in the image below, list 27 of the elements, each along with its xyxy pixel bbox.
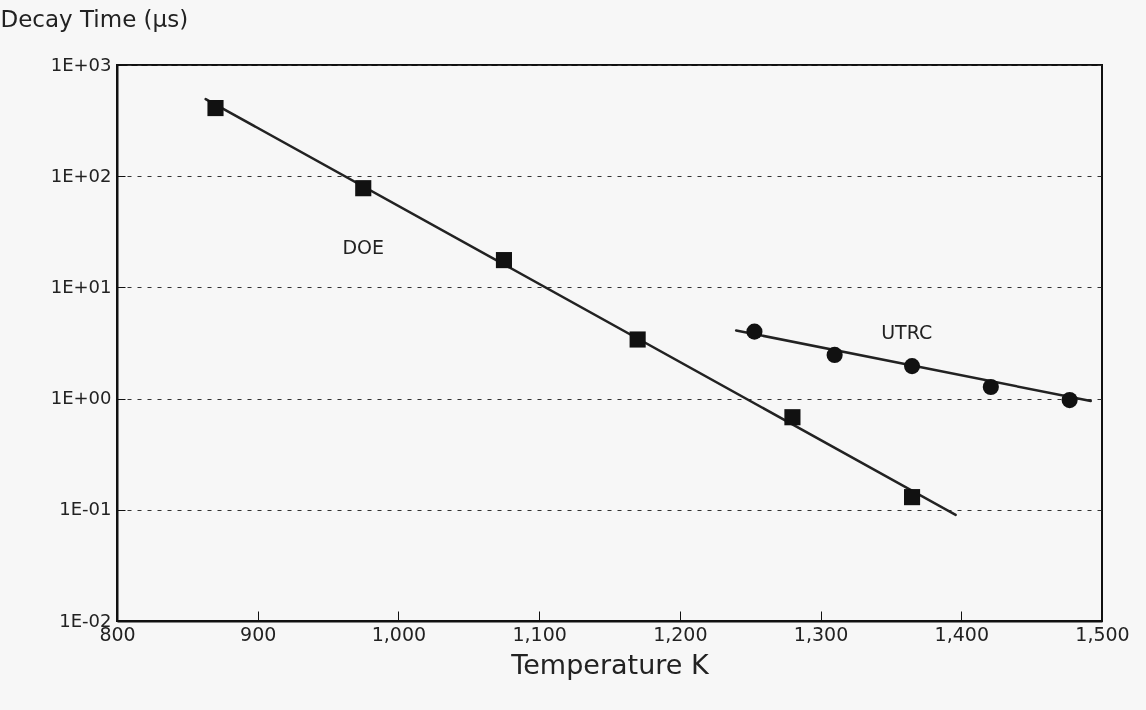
y-tick-label: 1E+02: [50, 164, 112, 186]
x-axis-title: Temperature K: [510, 648, 710, 680]
x-tick-label: 1,200: [653, 622, 708, 645]
point: [982, 379, 999, 396]
x-tick-label: 1,000: [371, 622, 427, 645]
y-tick-label: 1E+01: [50, 275, 112, 297]
point: [1061, 392, 1078, 409]
y-tick-label: 1E+03: [50, 53, 112, 75]
point: [207, 100, 224, 117]
point: [629, 331, 646, 348]
point: [903, 489, 921, 506]
x-tick-label: 1,400: [934, 622, 989, 645]
series-label: UTRC: [881, 320, 933, 343]
point: [784, 409, 801, 426]
y-axis-title: Decay Time (μs): [0, 5, 189, 32]
point: [746, 323, 763, 340]
text: DOE: [342, 236, 385, 259]
point: [903, 358, 921, 375]
y-tick-label: 1E+00: [50, 387, 112, 409]
point: [826, 346, 843, 363]
point: [355, 180, 372, 197]
x-tick-label: 1,500: [1075, 622, 1130, 645]
x-tick-label: 900: [240, 622, 277, 645]
x-tick-label: 1,300: [793, 622, 849, 645]
x-tick-label: 1,100: [512, 622, 567, 645]
y-tick-label: 1E-01: [59, 498, 112, 520]
point: [495, 252, 513, 269]
